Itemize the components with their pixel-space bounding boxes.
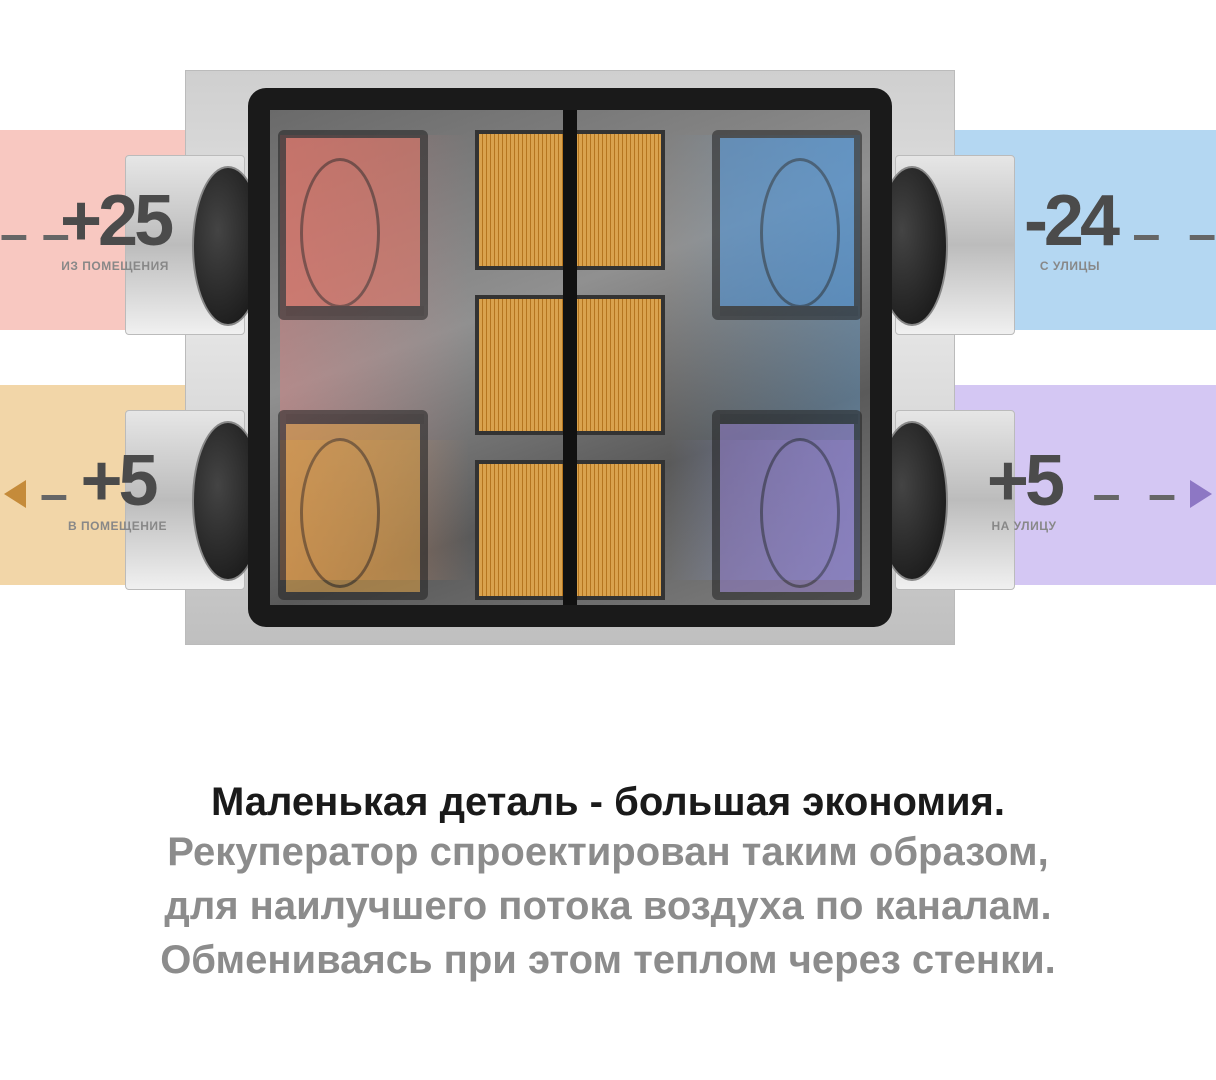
duct-bot-right xyxy=(895,410,1015,590)
port-bot-left xyxy=(278,410,428,600)
port-bot-right xyxy=(712,410,862,600)
port-top-left xyxy=(278,130,428,320)
recuperator-diagram: –– – – – – – +25 ИЗ ПОМЕЩЕНИЯ -24 С УЛИЦ… xyxy=(0,0,1216,660)
arrow-group-bot-right: – – xyxy=(1093,465,1212,523)
duct-top-left xyxy=(125,155,245,335)
arrow-left-icon xyxy=(4,480,26,508)
center-divider xyxy=(563,98,577,617)
port-top-right xyxy=(712,130,862,320)
caption-line-1: Рекуператор спроектирован таким образом, xyxy=(60,825,1156,879)
caption-line-3: Обмениваясь при этом теплом через стенки… xyxy=(60,933,1156,987)
arrow-group-bot-left: – xyxy=(4,465,68,523)
duct-top-right xyxy=(895,155,1015,335)
duct-bot-left xyxy=(125,410,245,590)
unit-frame xyxy=(248,88,892,627)
caption-headline: Маленькая деталь - большая экономия. xyxy=(60,780,1156,825)
hvac-unit xyxy=(240,70,900,645)
dashes-top-right: – – xyxy=(1132,205,1216,263)
dashes-top-left: –– xyxy=(0,205,70,263)
caption-block: Маленькая деталь - большая экономия. Рек… xyxy=(0,780,1216,987)
caption-line-2: для наилучшего потока воздуха по каналам… xyxy=(60,879,1156,933)
arrow-right-icon xyxy=(1190,480,1212,508)
